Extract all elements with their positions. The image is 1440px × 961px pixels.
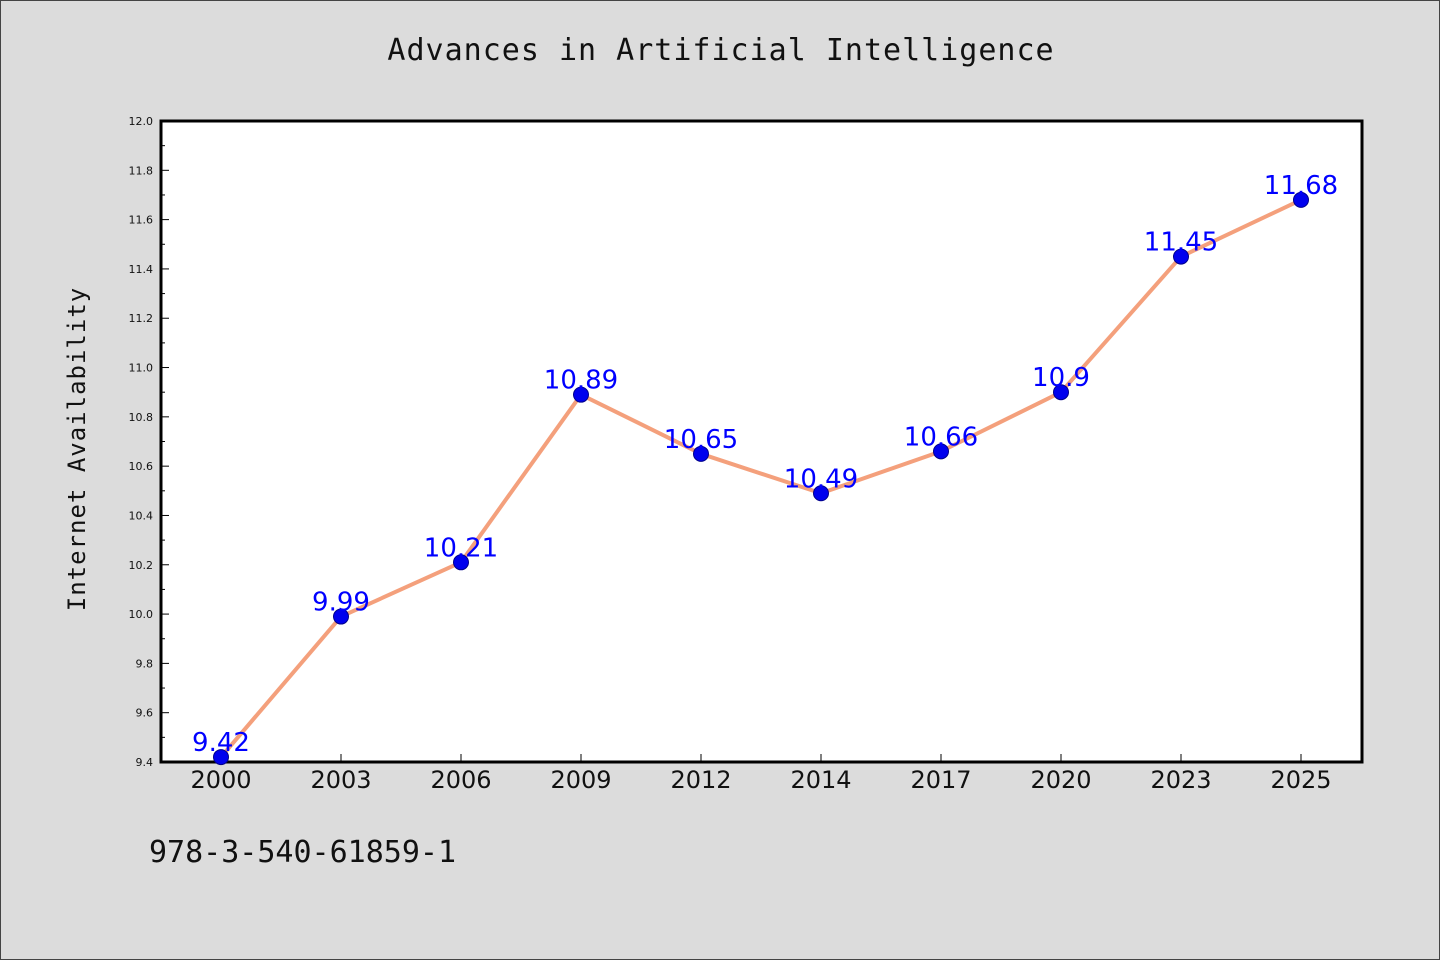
data-label: 11.68: [1264, 171, 1338, 201]
y-tick-label: 11.6: [129, 214, 154, 227]
chart-title: Advances in Artificial Intelligence: [387, 33, 1055, 68]
x-tick-label: 2023: [1150, 766, 1211, 794]
x-tick-label: 2020: [1030, 766, 1091, 794]
x-tick-label: 2012: [670, 766, 731, 794]
plot-area: [159, 119, 1364, 764]
x-tick-label: 2009: [550, 766, 611, 794]
data-point: [933, 443, 949, 460]
data-point: [693, 445, 709, 462]
x-tick-label: 2017: [910, 766, 971, 794]
x-axis: 2000 2003 2006 2009 2012 2014 2017 2020 2023 2025: [190, 754, 1332, 794]
y-axis: 9.4 9.6 9.8 10.0 10.2 10.4 10.6 10.8 11.0 11.2 11.…: [129, 115, 169, 769]
data-point: [1173, 248, 1189, 265]
x-tick-label: 2006: [430, 766, 491, 794]
data-point: [453, 554, 469, 571]
data-label: 10.49: [784, 464, 858, 494]
x-tick-label: 2025: [1270, 766, 1331, 794]
y-tick-label: 10.8: [129, 411, 154, 424]
data-point: [1293, 191, 1309, 208]
data-label: 10.66: [904, 422, 978, 452]
x-tick-label: 2003: [310, 766, 371, 794]
data-point: [1053, 384, 1069, 401]
y-tick-label: 11.4: [129, 263, 154, 276]
y-tick-label: 9.4: [136, 756, 154, 769]
x-tick-label: 2014: [790, 766, 851, 794]
data-labels: 9.42 9.99 10.21 10.89 10.65 10.49 10.66 10.9 11.…: [192, 171, 1338, 758]
y-tick-label: 11.8: [129, 164, 154, 177]
data-point: [213, 749, 229, 766]
y-tick-label: 9.6: [136, 707, 154, 720]
data-point: [573, 386, 589, 403]
y-tick-label: 10.4: [129, 509, 154, 522]
y-tick-label: 10.0: [129, 608, 154, 621]
data-label: 10.9: [1032, 363, 1090, 393]
footer-code: 978-3-540-61859-1: [149, 835, 457, 870]
series-path: [219, 198, 1302, 759]
data-label: 10.21: [424, 533, 498, 563]
y-tick-label: 10.2: [129, 559, 154, 572]
y-tick-label: 11.0: [129, 362, 154, 375]
x-tick-label: 2000: [190, 766, 251, 794]
data-point: [813, 485, 829, 502]
data-point: [333, 608, 349, 625]
data-label: 9.99: [312, 588, 370, 618]
data-label: 10.65: [664, 425, 738, 455]
y-tick-label: 9.8: [136, 657, 154, 670]
y-tick-label: 12.0: [129, 115, 154, 128]
data-label: 10.89: [544, 366, 618, 396]
y-tick-label: 10.6: [129, 460, 154, 473]
series-line: [213, 191, 1309, 766]
y-tick-label: 11.2: [129, 312, 154, 325]
data-label: 9.42: [192, 728, 250, 758]
data-label: 11.45: [1144, 228, 1218, 258]
